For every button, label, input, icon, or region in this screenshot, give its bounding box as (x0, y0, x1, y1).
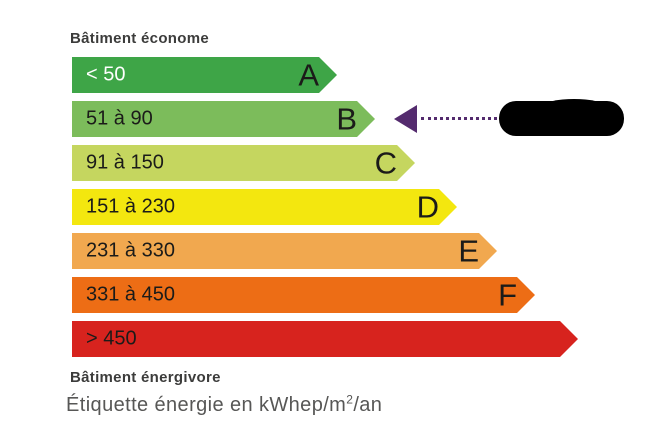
range-label: 331 à 450 (86, 283, 175, 306)
redacted-value-scribble (499, 99, 624, 136)
range-label: 91 à 150 (86, 151, 164, 174)
range-label: 151 à 230 (86, 195, 175, 218)
dotted-connector-line (421, 117, 497, 120)
class-letter: A (298, 57, 319, 93)
bar-row: < 50 A (72, 57, 578, 93)
bar-row: 231 à 330 E (72, 233, 578, 269)
bar-row: 151 à 230 D (72, 189, 578, 225)
bar-row: 331 à 450 F (72, 277, 578, 313)
redaction-shape (499, 101, 624, 136)
caption: Étiquette énergie en kWhep/m2/an (66, 392, 383, 417)
caption-prefix: Étiquette énergie en kWhep/m (66, 394, 347, 416)
caption-suffix: /an (353, 394, 383, 416)
energy-bar-c: 91 à 150 C (72, 145, 415, 181)
energy-bar-f: 331 à 450 F (72, 277, 535, 313)
bar-row: 51 à 90 B (72, 101, 578, 137)
range-label: > 450 (86, 327, 137, 350)
energy-bar-b: 51 à 90 B (72, 101, 375, 137)
class-letter: B (336, 101, 357, 137)
energy-bar-a: < 50 A (72, 57, 337, 93)
class-letter: E (458, 233, 479, 269)
class-b-pointer-icon (394, 105, 417, 133)
range-label: 231 à 330 (86, 239, 175, 262)
range-label: 51 à 90 (86, 107, 153, 130)
class-letter: C (374, 145, 397, 181)
caption-superscript: 2 (346, 392, 354, 407)
bar-row: > 450 (72, 321, 578, 357)
bottom-label: Bâtiment énergivore (70, 369, 221, 386)
energy-bar-e: 231 à 330 E (72, 233, 497, 269)
energy-bar-d: 151 à 230 D (72, 189, 457, 225)
energy-bar-g: > 450 (72, 321, 578, 357)
bars: < 50 A 51 à 90 B 91 à 150 C 151 à 230 D … (72, 57, 578, 365)
top-label: Bâtiment économe (70, 30, 209, 47)
class-letter: D (416, 189, 439, 225)
range-label: < 50 (86, 63, 126, 86)
bar-row: 91 à 150 C (72, 145, 578, 181)
class-letter: F (498, 277, 517, 313)
